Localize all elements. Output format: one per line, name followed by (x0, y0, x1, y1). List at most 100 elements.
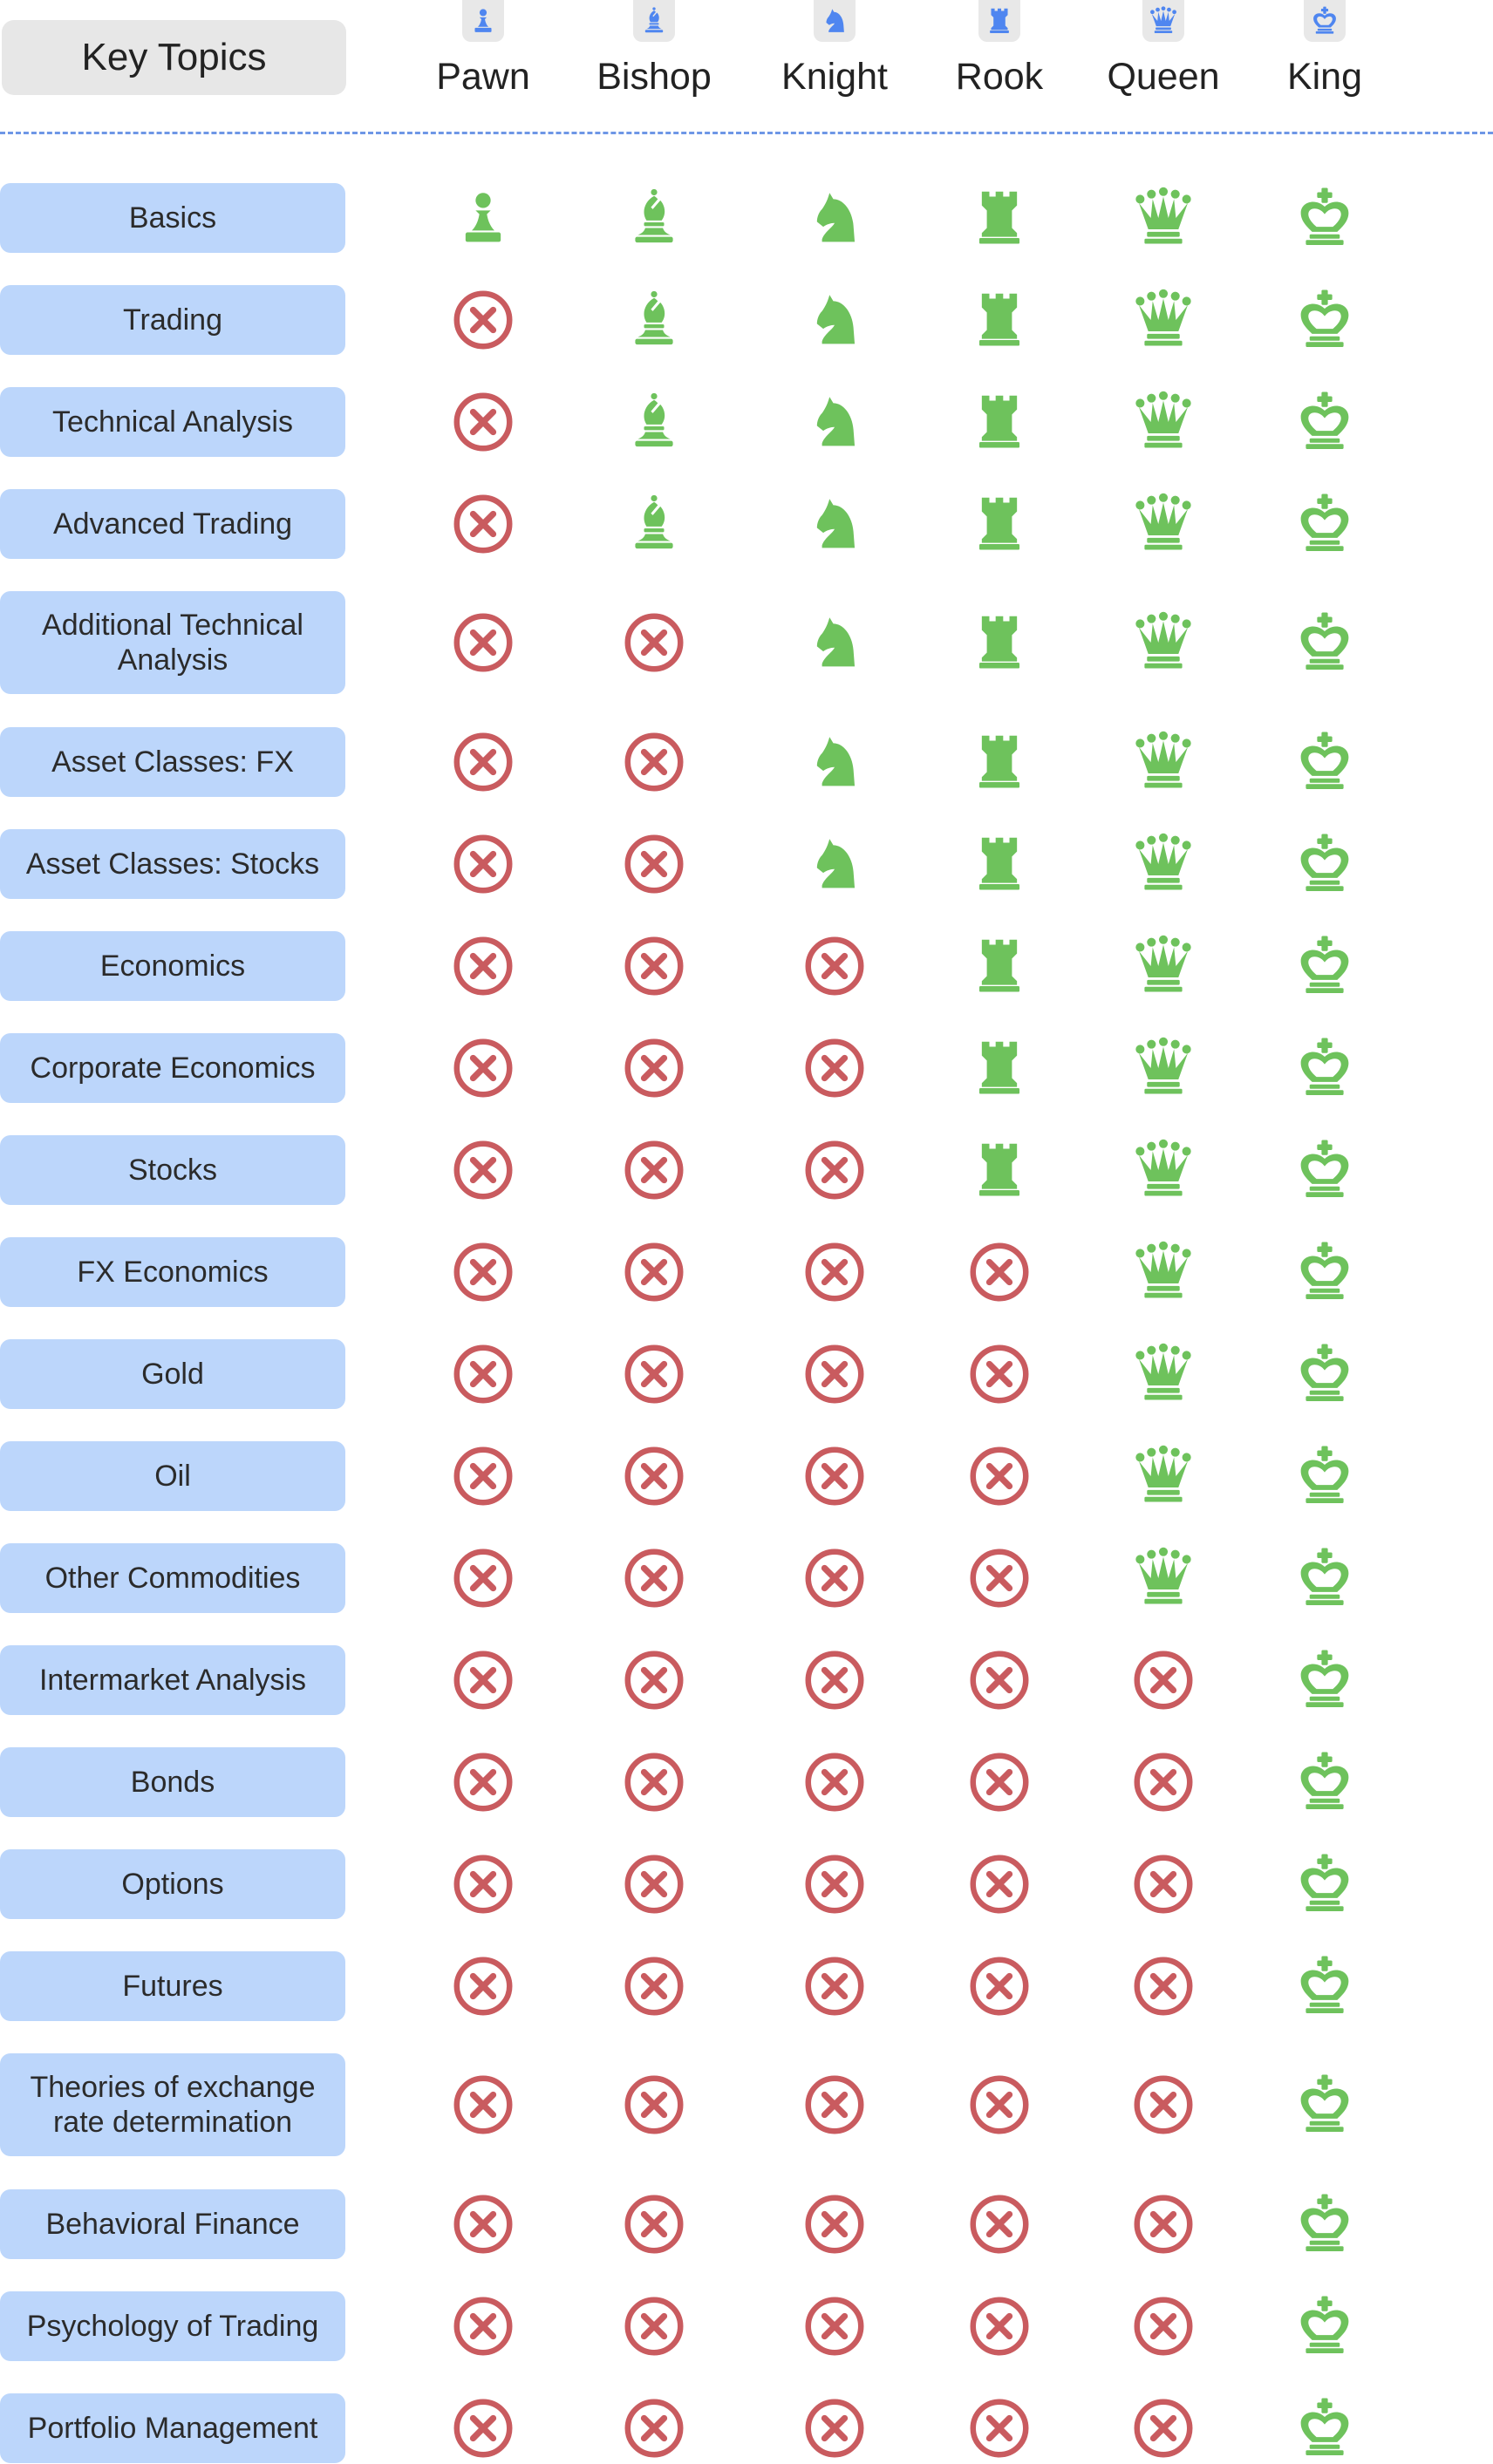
column-header-bishop: Bishop (580, 0, 728, 105)
topic-label: Psychology of Trading (0, 2291, 345, 2361)
rook-icon (978, 497, 1020, 550)
excluded-cell (452, 1343, 515, 1406)
rook-badge (978, 0, 1020, 42)
topic-label: Futures (0, 1951, 345, 2021)
included-cell (1293, 1955, 1356, 2018)
excluded-cell (452, 2295, 515, 2358)
x-circle-icon (453, 1038, 513, 1098)
rook-icon (978, 1143, 1020, 1196)
excluded-cell (623, 2295, 685, 2358)
king-icon (1300, 732, 1349, 789)
x-circle-icon (453, 494, 513, 554)
x-circle-icon (805, 936, 864, 996)
excluded-cell (452, 1751, 515, 1814)
included-cell (1293, 731, 1356, 793)
x-circle-icon (805, 1855, 864, 1914)
rook-icon (978, 939, 1020, 992)
x-circle-icon (624, 1957, 684, 2016)
x-circle-icon (970, 2195, 1029, 2254)
included-cell (968, 611, 1031, 674)
table-row: Corporate Economics (0, 1033, 1493, 1103)
excluded-cell (1132, 1751, 1195, 1814)
excluded-cell (452, 1139, 515, 1201)
knight-icon (816, 737, 856, 786)
knight-icon (816, 499, 856, 548)
x-circle-icon (624, 1344, 684, 1404)
excluded-cell (968, 1649, 1031, 1712)
x-circle-icon (805, 1651, 864, 1710)
excluded-cell (623, 2073, 685, 2136)
queen-icon (1135, 391, 1191, 448)
topic-label: Additional Technical Analysis (0, 591, 345, 694)
excluded-cell (803, 1853, 866, 1916)
king-badge (1304, 0, 1346, 42)
queen-icon (1135, 1241, 1191, 1298)
included-cell (623, 493, 685, 555)
rook-icon (978, 735, 1020, 788)
excluded-cell (623, 1241, 685, 1303)
excluded-cell (623, 833, 685, 895)
included-cell (1132, 1241, 1195, 1303)
x-circle-icon (453, 1957, 513, 2016)
knight-badge (814, 0, 856, 42)
bishop-icon (635, 494, 673, 549)
x-circle-icon (453, 1549, 513, 1608)
included-cell (803, 611, 866, 674)
excluded-cell (452, 2397, 515, 2460)
excluded-cell (1132, 1955, 1195, 2018)
table-row: Theories of exchange rate determination (0, 2053, 1493, 2156)
excluded-cell (452, 1955, 515, 2018)
included-cell (1293, 2193, 1356, 2256)
x-circle-icon (453, 1344, 513, 1404)
included-cell (623, 289, 685, 351)
x-circle-icon (970, 2297, 1029, 2356)
x-circle-icon (624, 2399, 684, 2458)
excluded-cell (623, 1343, 685, 1406)
excluded-cell (803, 2193, 866, 2256)
x-circle-icon (624, 834, 684, 894)
king-icon (1300, 1752, 1349, 1809)
topic-label: Asset Classes: FX (0, 727, 345, 797)
excluded-cell (968, 1343, 1031, 1406)
queen-icon (1135, 493, 1191, 550)
x-circle-icon (1134, 2399, 1193, 2458)
king-icon (1300, 1140, 1349, 1197)
excluded-cell (452, 2073, 515, 2136)
bishop-icon (644, 7, 664, 33)
excluded-cell (803, 1547, 866, 1610)
excluded-cell (968, 1547, 1031, 1610)
table-row: Trading (0, 285, 1493, 355)
included-cell (1293, 1445, 1356, 1508)
king-icon (1300, 493, 1349, 551)
rook-icon (978, 1041, 1020, 1094)
table-row: Asset Classes: Stocks (0, 829, 1493, 899)
topic-label: Asset Classes: Stocks (0, 829, 345, 899)
x-circle-icon (970, 1549, 1029, 1608)
x-circle-icon (624, 732, 684, 792)
topic-label: Theories of exchange rate determination (0, 2053, 345, 2156)
excluded-cell (452, 1037, 515, 1099)
knight-icon (826, 9, 844, 32)
king-icon (1300, 1548, 1349, 1605)
table-row: Economics (0, 931, 1493, 1001)
topic-label: Stocks (0, 1135, 345, 1205)
x-circle-icon (805, 2399, 864, 2458)
included-cell (1132, 289, 1195, 351)
x-circle-icon (805, 1038, 864, 1098)
x-circle-icon (970, 1446, 1029, 1506)
included-cell (1293, 935, 1356, 997)
included-cell (968, 731, 1031, 793)
excluded-cell (1132, 1649, 1195, 1712)
key-topics-header: Key Topics (2, 20, 346, 95)
excluded-cell (968, 2073, 1031, 2136)
topic-label: Oil (0, 1441, 345, 1511)
included-cell (1293, 2073, 1356, 2136)
topic-label: Intermarket Analysis (0, 1645, 345, 1715)
x-circle-icon (805, 1753, 864, 1812)
excluded-cell (623, 1139, 685, 1201)
x-circle-icon (624, 1651, 684, 1710)
included-cell (1293, 1649, 1356, 1712)
excluded-cell (452, 1649, 515, 1712)
table-row: Futures (0, 1951, 1493, 2021)
bishop-icon (635, 290, 673, 345)
